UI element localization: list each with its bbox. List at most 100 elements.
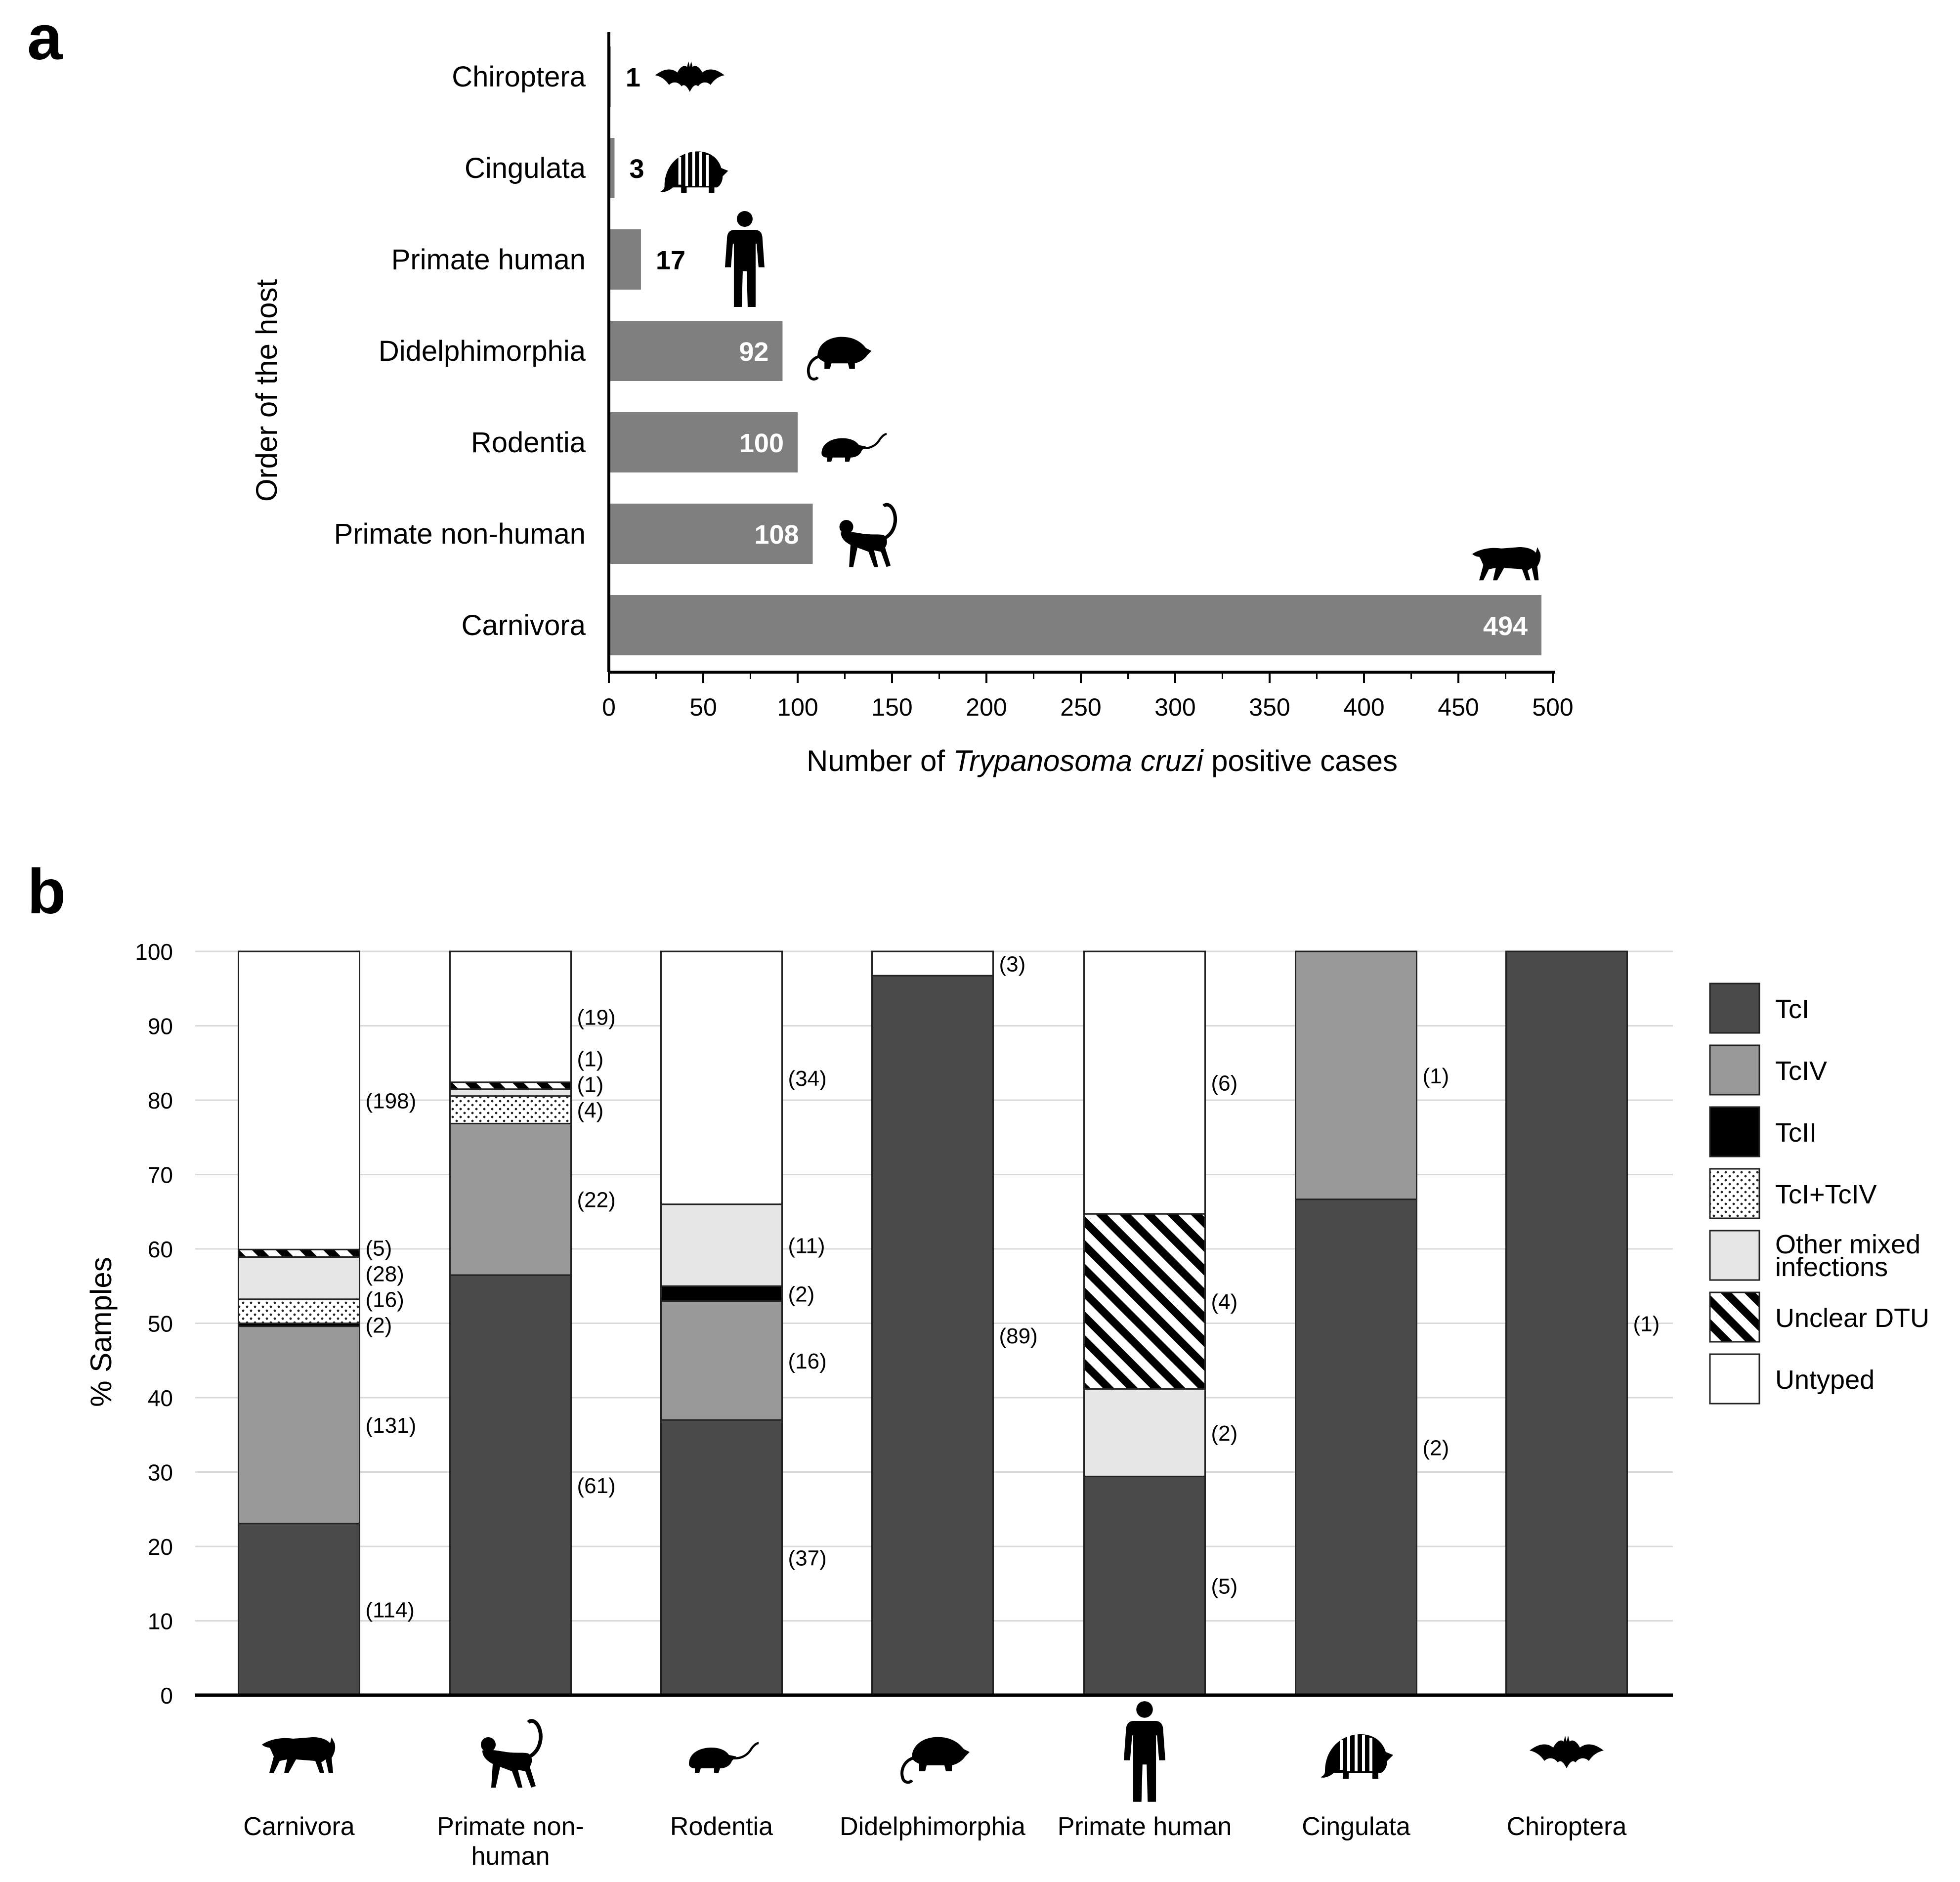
- value-label: 108: [754, 520, 799, 550]
- legend-swatch: [1709, 1168, 1760, 1219]
- legend-label: TcII: [1775, 1118, 1817, 1148]
- fox-icon: [1472, 547, 1541, 581]
- panel-b-y-axis-label: % Samples: [85, 1257, 118, 1407]
- y-tick-label: 100: [135, 939, 173, 965]
- fox-icon: [262, 1737, 336, 1773]
- count-label: (2): [788, 1282, 815, 1306]
- count-label: (19): [577, 1005, 616, 1029]
- segment-tci-tciv: [449, 1095, 572, 1124]
- count-label: (34): [788, 1067, 827, 1091]
- category-label: Carnivora: [462, 609, 586, 642]
- y-tick-label: 0: [160, 1683, 173, 1709]
- count-label: (6): [1211, 1071, 1238, 1096]
- segment-untyped: [238, 950, 360, 1250]
- y-tick-label: 60: [148, 1237, 173, 1262]
- panel-a-x-axis-label: Number of Trypanosoma cruzi positive cas…: [807, 744, 1398, 777]
- count-label: (16): [788, 1349, 827, 1373]
- x-axis-label-species: Trypanosoma cruzi: [953, 744, 1204, 777]
- bar-primate-non-human: [609, 504, 813, 564]
- legend-swatch: [1709, 1291, 1760, 1343]
- segment-tciv: [449, 1122, 572, 1276]
- segment-other-mixed-infections: [1083, 1388, 1206, 1477]
- segment-tci-tciv: [238, 1298, 360, 1325]
- x-tick-label: 350: [1249, 693, 1290, 721]
- armadillo-icon: [1321, 1734, 1393, 1779]
- x-tick-label: 150: [871, 693, 912, 721]
- count-label: (61): [577, 1474, 616, 1498]
- legend-label: Other mixed: [1775, 1230, 1920, 1259]
- count-label: (5): [1211, 1575, 1238, 1599]
- category-label: Carnivora: [243, 1812, 354, 1841]
- panel-a-y-axis-label: Order of the host: [250, 279, 283, 502]
- count-label: (1): [1633, 1312, 1660, 1336]
- y-tick-label: 70: [148, 1162, 173, 1188]
- count-label: (198): [366, 1089, 417, 1113]
- count-label: (5): [366, 1237, 392, 1261]
- segment-tci: [238, 1523, 360, 1696]
- segment-unclear-dtu: [1083, 1213, 1206, 1390]
- category-label: Primate non-: [437, 1812, 584, 1841]
- count-label: (114): [366, 1598, 415, 1622]
- category-label: Didelphimorphia: [840, 1812, 1025, 1841]
- segment-tciv: [238, 1326, 360, 1525]
- x-tick-label: 300: [1154, 693, 1195, 721]
- rat-icon: [821, 434, 887, 462]
- y-tick-label: 10: [148, 1609, 173, 1634]
- panel-a-chart: Chiroptera 1 Cingulata 3 Primate human 17 Dide…: [250, 32, 1574, 777]
- panel-label-a: a: [27, 2, 63, 73]
- x-tick-label: 500: [1532, 693, 1573, 721]
- count-label: (2): [1423, 1436, 1449, 1460]
- x-tick-label: 100: [777, 693, 818, 721]
- count-label: (4): [577, 1099, 604, 1123]
- legend-label: Unclear DTU: [1775, 1303, 1929, 1333]
- x-axis-label-part-1: Number of: [807, 744, 953, 777]
- x-tick-label: 0: [602, 693, 616, 721]
- value-label: 100: [739, 428, 784, 458]
- x-tick-label: 450: [1438, 693, 1479, 721]
- category-label: Cingulata: [465, 152, 586, 184]
- segment-untyped: [660, 950, 783, 1205]
- count-label: (89): [999, 1324, 1038, 1348]
- category-label: human: [471, 1842, 550, 1871]
- bar-didelphimorphia: [609, 321, 783, 381]
- armadillo-icon: [660, 151, 728, 193]
- y-tick-label: 30: [148, 1460, 173, 1486]
- legend-swatch: [1709, 1353, 1760, 1405]
- count-label: (2): [366, 1314, 392, 1338]
- segment-tci: [660, 1419, 783, 1696]
- count-label: (1): [1423, 1064, 1449, 1088]
- legend: TcI TcIV TcII TcI+TcIV Other mixedinfections…: [1709, 983, 1929, 1405]
- segment-tci: [1083, 1475, 1206, 1696]
- segment-untyped: [871, 950, 994, 977]
- value-label: 3: [629, 154, 644, 184]
- segment-tci: [871, 975, 994, 1696]
- bat-icon: [655, 61, 724, 92]
- panel-label-b: b: [27, 856, 66, 927]
- count-label: (4): [1211, 1290, 1238, 1314]
- human-icon: [1124, 1701, 1165, 1802]
- y-tick-label: 40: [148, 1385, 173, 1411]
- legend-label: infections: [1775, 1252, 1888, 1282]
- segment-unclear-dtu: [449, 1081, 572, 1090]
- bat-icon: [1530, 1736, 1604, 1768]
- bar-carnivora: [609, 595, 1542, 655]
- y-tick-label: 80: [148, 1088, 173, 1113]
- category-label: Chiroptera: [452, 61, 586, 93]
- value-label: 1: [626, 63, 640, 92]
- legend-label: TcI+TcIV: [1775, 1180, 1877, 1209]
- category-label: Didelphimorphia: [379, 335, 586, 367]
- legend-swatch: [1709, 983, 1760, 1034]
- count-label: (37): [788, 1546, 827, 1571]
- segment-untyped: [1083, 950, 1206, 1215]
- category-label: Chiroptera: [1507, 1812, 1627, 1841]
- category-label: Primate human: [391, 244, 586, 276]
- x-tick-label: 200: [966, 693, 1007, 721]
- value-label: 92: [739, 337, 768, 367]
- legend-swatch: [1709, 1230, 1760, 1281]
- segment-untyped: [449, 950, 572, 1083]
- x-axis-label-part-3: positive cases: [1203, 744, 1398, 777]
- segment-tci: [1505, 950, 1628, 1696]
- legend-swatch: [1709, 1044, 1760, 1096]
- category-label: Primate human: [1058, 1812, 1232, 1841]
